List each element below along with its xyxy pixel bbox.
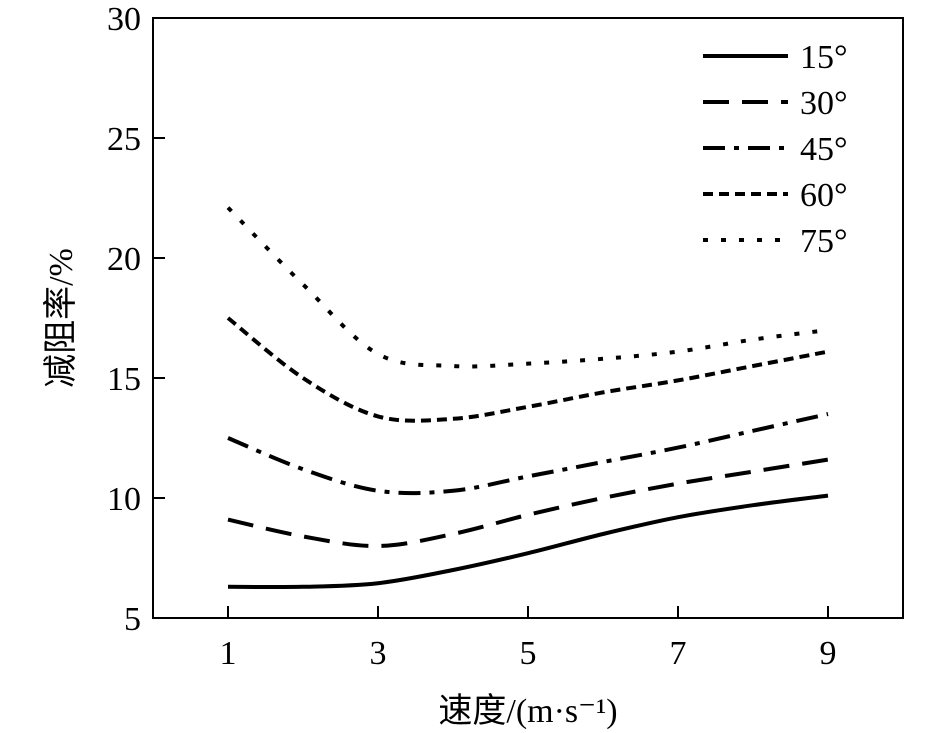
x-axis: 1 3 5 7 9 <box>220 606 837 672</box>
legend-label-4: 60° <box>800 177 848 214</box>
plot-frame <box>152 17 904 619</box>
x-tick-label: 5 <box>520 635 537 672</box>
y-axis: 5 10 15 20 25 30 <box>107 1 165 638</box>
y-tick-label: 25 <box>107 121 141 158</box>
x-tick-label: 7 <box>670 635 687 672</box>
legend-label-2: 30° <box>800 85 848 122</box>
series-line-2 <box>227 457 829 549</box>
x-tick-label: 1 <box>220 635 237 672</box>
legend-label-3: 45° <box>800 131 848 168</box>
legend: 15° 30° 45° 60° 75° <box>703 39 848 260</box>
series-line-3 <box>227 412 829 496</box>
series-line-1 <box>227 493 829 590</box>
x-axis-title: 速度/(m·s⁻¹) <box>438 692 617 730</box>
series-line-5 <box>226 206 829 369</box>
y-tick-label: 20 <box>107 241 141 278</box>
legend-label-5: 75° <box>800 223 848 260</box>
x-tick-label: 9 <box>820 635 837 672</box>
y-axis-title: 减阻率/% <box>42 248 80 388</box>
y-tick-label: 15 <box>107 361 141 398</box>
y-tick-label: 10 <box>107 481 141 518</box>
y-tick-label: 30 <box>107 1 141 38</box>
series-line-4 <box>226 316 829 423</box>
y-tick-label: 5 <box>124 601 141 638</box>
series-layer <box>226 206 829 590</box>
x-tick-label: 3 <box>370 635 387 672</box>
legend-label-1: 15° <box>800 39 848 76</box>
